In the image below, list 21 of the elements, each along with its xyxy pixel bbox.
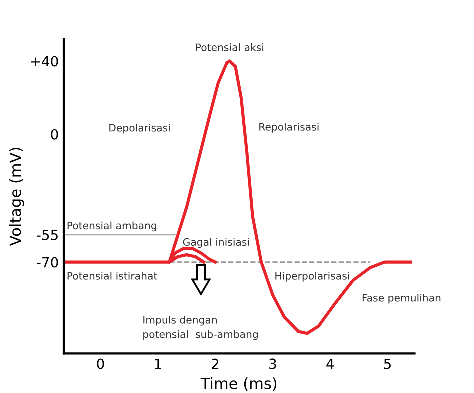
y-tick-label: -70 xyxy=(37,257,58,268)
x-tick-label: 3 xyxy=(270,358,276,370)
x-tick-label: 2 xyxy=(212,358,219,370)
annotation: Depolarisasi xyxy=(110,124,170,134)
annotation: Repolarisasi xyxy=(260,123,319,133)
annotation: Gagal inisiasi xyxy=(183,238,250,248)
y-axis-title: Voltage (mV) xyxy=(9,148,24,246)
annotation: Potensial ambang xyxy=(68,222,156,232)
annotation: Fase pemulihan xyxy=(362,294,441,304)
x-tick-label: 1 xyxy=(155,358,162,370)
x-axis-title: Time (ms) xyxy=(200,378,277,392)
y-tick-label: 0 xyxy=(51,129,58,140)
x-tick-label: 4 xyxy=(326,358,334,370)
annotation: Hiperpolarisasi xyxy=(276,272,350,282)
y-tick-label: -55 xyxy=(37,230,58,240)
x-tick-label: 0 xyxy=(97,358,104,370)
annotation: Potensial aksi xyxy=(196,44,264,52)
annotation: Potensial istirahat xyxy=(68,272,158,280)
annotation: Impuls dengan potensial sub-ambang xyxy=(144,316,258,340)
y-tick-label: +40 xyxy=(31,56,58,67)
x-tick-label: 5 xyxy=(384,358,391,370)
